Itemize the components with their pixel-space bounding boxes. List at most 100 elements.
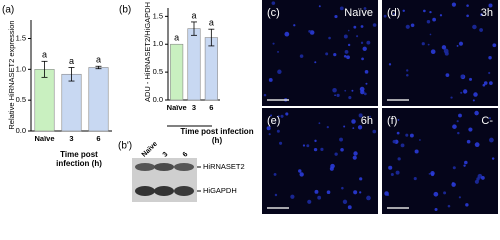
micrograph — [262, 0, 378, 106]
cell-nucleus — [443, 48, 449, 54]
cell-nucleus — [284, 31, 290, 37]
cell-nucleus — [339, 137, 343, 142]
cell-nucleus — [405, 133, 409, 137]
panel-label: (b) — [119, 5, 131, 16]
cell-nucleus — [364, 70, 369, 74]
cell-nucleus — [359, 177, 363, 181]
cell-nucleus — [460, 91, 463, 94]
cell-nucleus — [429, 10, 432, 14]
cell-nucleus — [480, 13, 483, 16]
y-axis-label: ADU - HiRNASET2/HiGAPDH — [143, 2, 152, 102]
cell-nucleus — [329, 166, 334, 171]
cell-nucleus — [452, 124, 457, 129]
cell-nucleus — [372, 23, 377, 27]
cell-nucleus — [439, 14, 443, 17]
cell-nucleus — [334, 14, 338, 19]
cell-nucleus — [353, 190, 358, 195]
cell-nucleus — [334, 94, 336, 97]
cell-nucleus — [405, 24, 410, 29]
blot-band — [174, 186, 194, 196]
cell-nucleus — [336, 93, 340, 98]
cell-nucleus — [472, 24, 477, 30]
cell-nucleus — [277, 69, 282, 75]
cell-nucleus — [469, 77, 473, 81]
cell-nucleus — [358, 113, 363, 118]
cell-nucleus — [466, 4, 469, 7]
cell-nucleus — [317, 195, 322, 200]
cell-nucleus — [369, 115, 371, 118]
cell-nucleus — [451, 182, 455, 185]
cell-nucleus — [279, 141, 283, 145]
cell-nucleus — [432, 17, 436, 22]
cell-nucleus — [463, 164, 466, 167]
x-tick-label: 6 — [209, 103, 213, 112]
cell-nucleus — [406, 74, 409, 77]
lane-label: Naïve — [141, 140, 159, 158]
cell-nucleus — [445, 73, 450, 78]
cell-nucleus — [414, 149, 419, 154]
x-tick-label: 6 — [96, 134, 100, 143]
cell-nucleus — [474, 142, 480, 148]
cell-nucleus — [488, 117, 491, 120]
cell-nucleus — [456, 44, 459, 47]
cell-nucleus — [400, 143, 405, 148]
y-tick-label: 1.0 — [153, 39, 163, 48]
cell-nucleus — [271, 1, 276, 5]
x-tick-label: 3 — [69, 134, 73, 143]
blot-band — [174, 163, 194, 171]
cell-nucleus — [318, 5, 321, 8]
significance-letter: a — [42, 50, 47, 60]
cell-nucleus — [314, 139, 317, 143]
panel-label: (b') — [118, 141, 132, 152]
cell-nucleus — [427, 43, 430, 46]
cell-nucleus — [263, 93, 267, 97]
cell-nucleus — [326, 190, 331, 194]
significance-letter: a — [191, 10, 196, 20]
cell-nucleus — [392, 12, 395, 15]
cell-nucleus — [266, 126, 271, 131]
cell-nucleus — [458, 196, 461, 199]
lane-label: 6 — [182, 151, 190, 159]
bar — [170, 43, 184, 101]
cell-nucleus — [351, 89, 354, 92]
cell-nucleus — [285, 112, 289, 116]
cell-nucleus — [365, 82, 368, 85]
cell-nucleus — [277, 115, 280, 118]
cell-nucleus — [430, 49, 436, 55]
significance-letter: a — [174, 33, 179, 43]
blot-band — [154, 186, 174, 196]
condition-label: Naïve — [344, 7, 373, 19]
y-tick-label: 1.5 — [153, 11, 163, 20]
cell-nucleus — [406, 69, 409, 72]
cell-nucleus — [353, 151, 358, 156]
cell-nucleus — [348, 96, 352, 100]
lane-label: 3 — [162, 151, 170, 159]
cell-nucleus — [314, 61, 317, 64]
cell-nucleus — [474, 110, 479, 116]
cell-nucleus — [274, 193, 278, 197]
y-tick-label: 0.5 — [153, 67, 163, 76]
cell-nucleus — [392, 139, 397, 144]
y-axis-label: Relative HiRNASET2 expression — [7, 20, 16, 129]
cell-nucleus — [347, 43, 351, 47]
cell-nucleus — [433, 191, 439, 197]
cell-nucleus — [363, 92, 367, 96]
cell-nucleus — [458, 41, 464, 46]
cell-nucleus — [339, 6, 344, 11]
condition-label: 3h — [481, 7, 493, 19]
cell-nucleus — [334, 152, 338, 156]
cell-nucleus — [429, 33, 432, 36]
cell-nucleus — [270, 114, 272, 117]
panel-label: (e) — [267, 115, 280, 127]
cell-nucleus — [360, 41, 364, 45]
cell-nucleus — [273, 172, 277, 176]
cell-nucleus — [430, 171, 435, 176]
blot-band — [154, 163, 174, 171]
cell-nucleus — [457, 131, 460, 135]
cell-nucleus — [340, 148, 344, 152]
cell-nucleus — [352, 127, 355, 130]
y-tick-label: 0.5 — [16, 95, 26, 104]
cell-nucleus — [372, 129, 377, 134]
cell-nucleus — [351, 119, 356, 124]
micrograph — [382, 0, 498, 106]
